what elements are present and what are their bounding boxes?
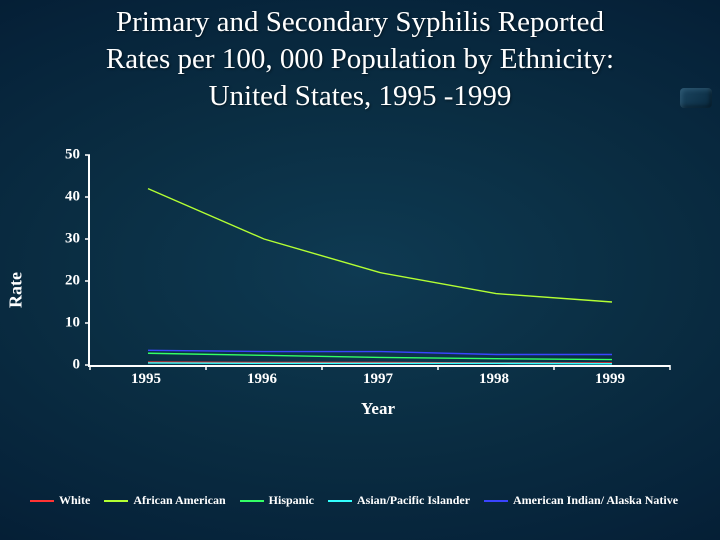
y-tick-label: 10 <box>50 315 80 332</box>
series-line <box>148 189 612 302</box>
legend-swatch <box>240 500 264 502</box>
x-tick-label: 1999 <box>595 371 625 388</box>
x-tick-label: 1997 <box>363 371 393 388</box>
x-tick-label: 1996 <box>247 371 277 388</box>
y-tick-label: 40 <box>50 189 80 206</box>
legend-item: American Indian/ Alaska Native <box>484 493 678 508</box>
series-line <box>148 363 612 364</box>
title-line-3: United States, 1995 -1999 <box>209 80 512 112</box>
x-tick-label: 1998 <box>479 371 509 388</box>
legend-swatch <box>484 500 508 502</box>
legend-swatch <box>328 500 352 502</box>
plot-area <box>88 155 670 367</box>
title-line-1: Primary and Secondary Syphilis Reported <box>116 6 604 38</box>
title-line-2: Rates per 100, 000 Population by Ethnici… <box>106 43 614 75</box>
x-tick-label: 1995 <box>131 371 161 388</box>
y-tick-label: 20 <box>50 273 80 290</box>
legend-item: Asian/Pacific Islander <box>328 493 470 508</box>
rate-chart: Rate 01020304050 19951996199719981999 Ye… <box>30 155 690 425</box>
legend-label: Asian/Pacific Islander <box>357 493 470 508</box>
y-tick-label: 0 <box>50 357 80 374</box>
page-title: Primary and Secondary Syphilis Reported … <box>0 4 720 115</box>
x-axis-label: Year <box>88 399 668 419</box>
legend-label: American Indian/ Alaska Native <box>513 493 678 508</box>
legend-label: Hispanic <box>269 493 314 508</box>
legend-label: White <box>59 493 90 508</box>
legend-label: African American <box>133 493 225 508</box>
legend-item: White <box>30 493 90 508</box>
legend-swatch <box>30 500 54 502</box>
y-tick-label: 50 <box>50 147 80 164</box>
legend-item: African American <box>104 493 225 508</box>
decorative-shape <box>680 88 712 108</box>
y-axis-label: Rate <box>6 272 27 308</box>
y-axis-ticks: 01020304050 <box>50 155 80 365</box>
chart-legend: White African American Hispanic Asian/Pacif… <box>30 493 690 508</box>
legend-swatch <box>104 500 128 502</box>
chart-svg <box>90 155 670 365</box>
slide: Primary and Secondary Syphilis Reported … <box>0 0 720 540</box>
y-tick-label: 30 <box>50 231 80 248</box>
legend-item: Hispanic <box>240 493 314 508</box>
